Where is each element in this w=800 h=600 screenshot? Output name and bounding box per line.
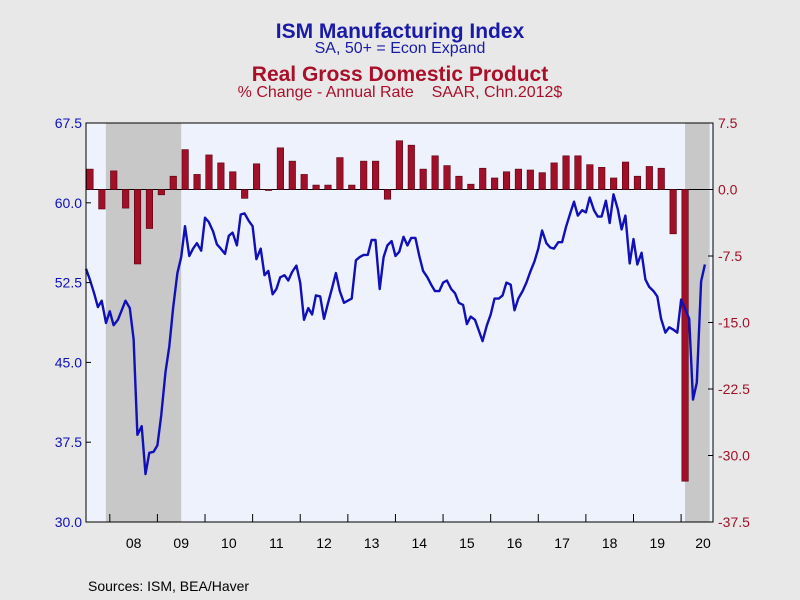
right-tick-label: -15.0: [718, 315, 750, 331]
gdp-bar: [502, 171, 511, 190]
gdp-bar: [86, 168, 94, 190]
gdp-bar: [205, 154, 213, 190]
gdp-bar: [514, 168, 522, 190]
right-tick-label: -7.5: [718, 248, 742, 264]
gdp-bar: [562, 155, 570, 190]
gdp-bar: [193, 174, 201, 190]
gdp-bar: [681, 189, 689, 482]
left-tick-label: 30.0: [55, 514, 82, 530]
x-tick-label: 14: [411, 535, 427, 551]
left-tick-label: 60.0: [55, 195, 82, 211]
primary-title: ISM Manufacturing Index: [275, 20, 525, 43]
gdp-bar: [312, 184, 320, 190]
right-tick-label: 7.5: [718, 115, 738, 131]
gdp-bar: [288, 160, 296, 190]
gdp-bar: [360, 160, 368, 190]
x-tick-label: 18: [602, 535, 618, 551]
x-tick-label: 12: [316, 535, 332, 551]
left-tick-label: 52.5: [55, 275, 82, 291]
gdp-bar: [157, 189, 165, 196]
gdp-bar: [645, 166, 653, 190]
gdp-bar: [443, 165, 451, 190]
gdp-bar: [598, 167, 606, 190]
left-tick-label: 45.0: [55, 354, 82, 370]
x-tick-label: 19: [650, 535, 666, 551]
gdp-bar: [491, 177, 499, 190]
gdp-bar: [669, 189, 677, 235]
gdp-bar: [145, 189, 154, 229]
gdp-bar: [586, 164, 594, 190]
gdp-bar: [407, 144, 415, 190]
gdp-bar: [383, 189, 392, 200]
gdp-bar: [610, 177, 618, 190]
gdp-bar: [217, 162, 225, 190]
x-tick-label: 16: [507, 535, 523, 551]
x-tick-label: 09: [173, 535, 189, 551]
ism-line: [84, 193, 707, 476]
gdp-bar: [633, 175, 641, 190]
gdp-bar: [479, 167, 487, 190]
gdp-bar: [538, 172, 546, 190]
gdp-bar: [169, 175, 177, 190]
source-note: Sources: ISM, BEA/Haver: [88, 578, 250, 594]
gdp-bar: [395, 140, 403, 190]
gdp-bar: [431, 155, 439, 190]
left-tick-label: 37.5: [55, 434, 82, 450]
gdp-bar: [264, 189, 273, 191]
gdp-bar: [526, 169, 534, 190]
secondary-subtitle: % Change - Annual Rate SAAR, Chn.2012$: [237, 84, 563, 101]
gdp-bar: [419, 168, 427, 190]
gdp-bar: [657, 167, 665, 190]
primary-subtitle: SA, 50+ = Econ Expand: [314, 40, 486, 57]
gdp-bar: [336, 157, 344, 190]
gdp-bar: [455, 175, 463, 190]
gdp-bar: [110, 170, 118, 190]
gdp-bar: [467, 183, 475, 190]
gdp-bar: [276, 147, 284, 190]
gdp-bar: [229, 171, 237, 190]
gdp-bar: [181, 149, 189, 190]
gdp-bar: [300, 174, 308, 190]
x-tick-label: 11: [269, 535, 284, 551]
gdp-bar: [134, 189, 142, 265]
gdp-bar: [122, 189, 130, 209]
x-tick-label: 13: [364, 535, 380, 551]
gdp-bar: [324, 184, 332, 190]
right-tick-label: -37.5: [718, 514, 750, 530]
x-tick-label: 10: [221, 535, 237, 551]
right-tick-label: -22.5: [718, 381, 750, 397]
left-tick-label: 67.5: [55, 115, 82, 131]
gdp-bar: [253, 163, 261, 190]
gdp-bar: [372, 160, 380, 190]
gdp-bar: [550, 162, 558, 190]
right-tick-label: -30.0: [718, 448, 750, 464]
gdp-bar: [621, 161, 630, 190]
secondary-title: Real Gross Domestic Product: [251, 63, 549, 86]
x-tick-label: 15: [459, 535, 475, 551]
right-tick-label: 0.0: [718, 182, 738, 198]
gdp-bar: [348, 184, 356, 190]
x-tick-label: 17: [554, 535, 570, 551]
x-tick-label: 08: [126, 535, 142, 551]
x-tick-label: 20: [695, 535, 711, 551]
gdp-bar: [241, 189, 249, 199]
gdp-bar: [574, 155, 582, 190]
gdp-bar: [98, 189, 106, 210]
